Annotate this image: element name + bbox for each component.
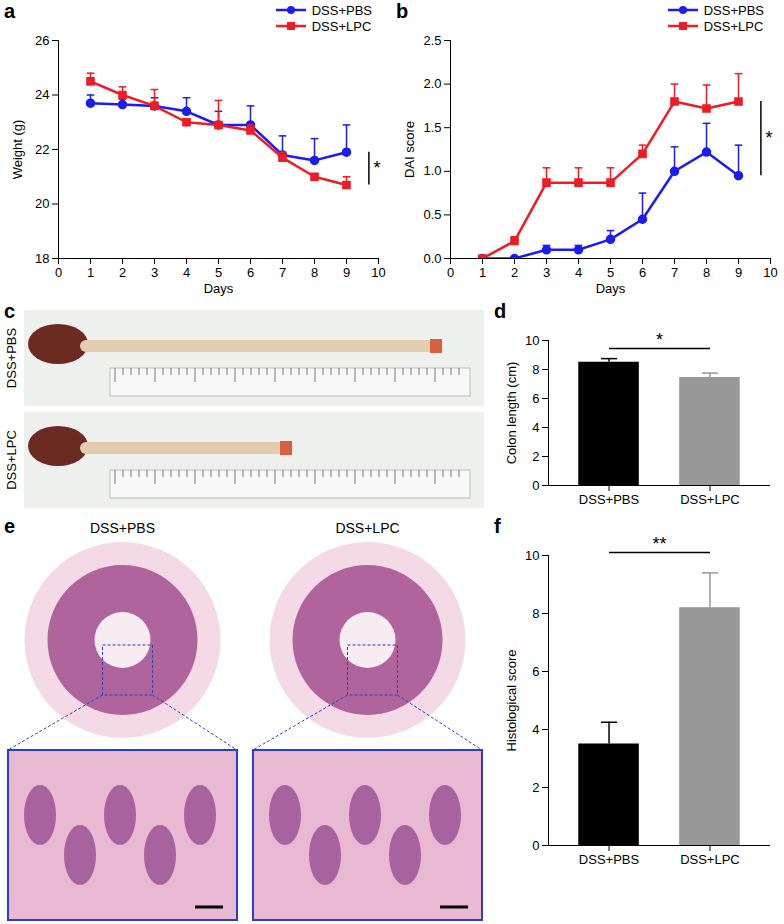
svg-text:26: 26 bbox=[35, 33, 49, 48]
svg-text:DSS+LPC: DSS+LPC bbox=[335, 520, 399, 536]
svg-text:0: 0 bbox=[532, 838, 539, 853]
svg-text:9: 9 bbox=[735, 265, 742, 280]
svg-text:10: 10 bbox=[763, 265, 777, 280]
svg-text:1.0: 1.0 bbox=[423, 163, 441, 178]
svg-text:10: 10 bbox=[525, 333, 539, 348]
svg-text:20: 20 bbox=[35, 196, 49, 211]
svg-text:5: 5 bbox=[607, 265, 614, 280]
svg-text:8: 8 bbox=[703, 265, 710, 280]
svg-text:0.0: 0.0 bbox=[423, 251, 441, 266]
svg-text:6: 6 bbox=[532, 391, 539, 406]
html-text:e: e bbox=[4, 515, 16, 537]
html-text:f: f bbox=[494, 515, 501, 537]
svg-text:2: 2 bbox=[119, 265, 126, 280]
svg-text:7: 7 bbox=[279, 265, 286, 280]
svg-text:4: 4 bbox=[532, 722, 539, 737]
svg-text:DSS+LPC: DSS+LPC bbox=[4, 430, 19, 490]
svg-text:**: ** bbox=[652, 534, 666, 554]
svg-text:DSS+LPC: DSS+LPC bbox=[680, 852, 740, 867]
svg-text:DSS+LPC: DSS+LPC bbox=[680, 492, 740, 507]
svg-text:1.5: 1.5 bbox=[423, 120, 441, 135]
svg-text:2: 2 bbox=[532, 780, 539, 795]
svg-text:Histological score: Histological score bbox=[504, 650, 519, 752]
svg-text:0: 0 bbox=[532, 478, 539, 493]
svg-text:5: 5 bbox=[215, 265, 222, 280]
html-text:DSS+PBS: DSS+PBS bbox=[311, 2, 372, 18]
svg-text:7: 7 bbox=[671, 265, 678, 280]
html-text:d: d bbox=[494, 300, 507, 322]
svg-text:24: 24 bbox=[35, 87, 49, 102]
svg-text:3: 3 bbox=[543, 265, 550, 280]
svg-text:4: 4 bbox=[532, 420, 539, 435]
html-text:a: a bbox=[4, 0, 16, 22]
svg-text:0.5: 0.5 bbox=[423, 207, 441, 222]
svg-text:DAI score: DAI score bbox=[402, 121, 417, 178]
svg-text:Weight (g): Weight (g) bbox=[10, 120, 25, 180]
svg-text:Days: Days bbox=[596, 281, 626, 296]
svg-text:Colon length (cm): Colon length (cm) bbox=[504, 362, 519, 465]
html-text:DSS+PBS: DSS+PBS bbox=[703, 2, 764, 18]
svg-text:*: * bbox=[373, 158, 380, 178]
svg-text:8: 8 bbox=[532, 606, 539, 621]
svg-text:2: 2 bbox=[532, 449, 539, 464]
svg-text:*: * bbox=[656, 330, 663, 350]
svg-text:DSS+PBS: DSS+PBS bbox=[4, 328, 19, 389]
svg-text:6: 6 bbox=[639, 265, 646, 280]
html-text:DSS+LPC: DSS+LPC bbox=[703, 18, 764, 34]
html-text:c: c bbox=[4, 300, 16, 322]
svg-text:1: 1 bbox=[87, 265, 94, 280]
svg-text:9: 9 bbox=[343, 265, 350, 280]
svg-text:DSS+PBS: DSS+PBS bbox=[90, 520, 155, 536]
svg-text:0: 0 bbox=[447, 265, 454, 280]
svg-text:8: 8 bbox=[311, 265, 318, 280]
svg-text:10: 10 bbox=[525, 548, 539, 563]
svg-text:6: 6 bbox=[247, 265, 254, 280]
svg-text:1: 1 bbox=[479, 265, 486, 280]
svg-text:4: 4 bbox=[183, 265, 190, 280]
svg-text:2.5: 2.5 bbox=[423, 33, 441, 48]
html-text:DSS+LPC: DSS+LPC bbox=[311, 18, 372, 34]
svg-text:4: 4 bbox=[575, 265, 582, 280]
svg-text:DSS+PBS: DSS+PBS bbox=[579, 492, 640, 507]
svg-text:3: 3 bbox=[151, 265, 158, 280]
svg-text:10: 10 bbox=[371, 265, 385, 280]
svg-text:Days: Days bbox=[204, 281, 234, 296]
svg-text:DSS+PBS: DSS+PBS bbox=[579, 852, 640, 867]
svg-text:*: * bbox=[765, 128, 772, 148]
svg-text:2: 2 bbox=[511, 265, 518, 280]
svg-text:2.0: 2.0 bbox=[423, 76, 441, 91]
html-text:b: b bbox=[396, 0, 409, 22]
svg-text:22: 22 bbox=[35, 142, 49, 157]
svg-text:8: 8 bbox=[532, 362, 539, 377]
svg-text:18: 18 bbox=[35, 251, 49, 266]
svg-text:6: 6 bbox=[532, 664, 539, 679]
svg-text:0: 0 bbox=[55, 265, 62, 280]
